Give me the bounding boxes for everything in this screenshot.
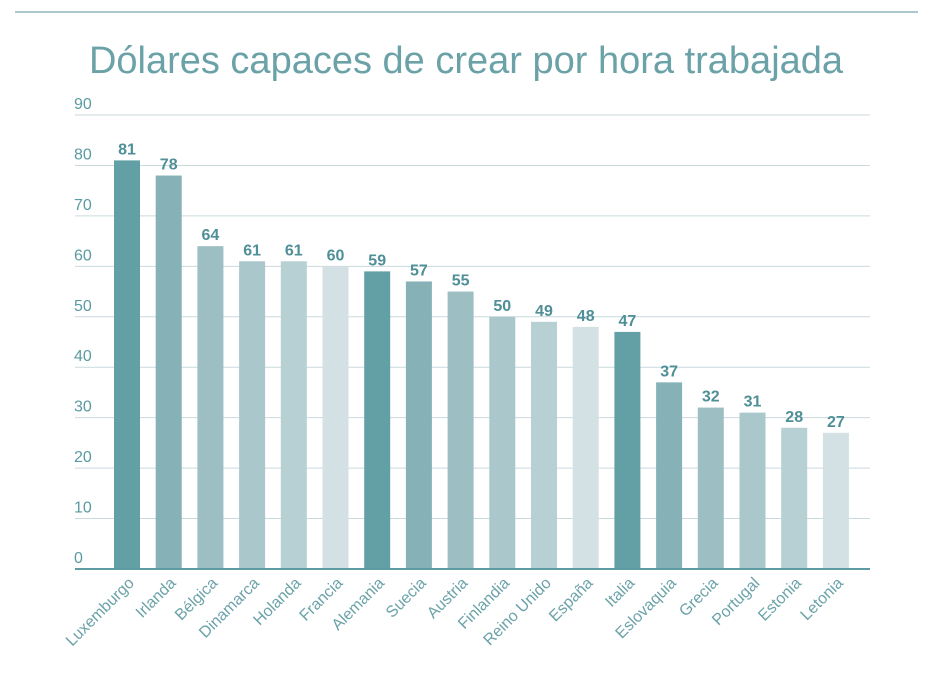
- y-tick-label: 40: [74, 348, 92, 365]
- y-tick-label: 20: [74, 449, 92, 466]
- y-tick-label: 0: [74, 550, 83, 567]
- x-axis-ticks: LuxemburgoIrlandaBélgicaDinamarcaHolanda…: [63, 575, 847, 650]
- chart-title: Dólares capaces de crear por hora trabaj…: [89, 40, 844, 82]
- value-label: 49: [535, 303, 553, 320]
- bar: [614, 331, 641, 569]
- bar: [364, 271, 391, 569]
- value-label: 27: [827, 414, 845, 431]
- bar: [114, 160, 140, 569]
- y-tick-label: 90: [74, 96, 92, 113]
- x-tick-label: Italia: [602, 575, 638, 611]
- value-label: 55: [452, 273, 470, 290]
- value-label: 61: [243, 242, 261, 259]
- value-label: 37: [660, 363, 678, 380]
- bar: [531, 321, 557, 569]
- y-tick-label: 70: [74, 197, 92, 214]
- y-tick-label: 10: [74, 500, 92, 517]
- bar: [280, 261, 307, 569]
- value-label: 61: [285, 242, 303, 259]
- bar: [239, 261, 266, 569]
- value-label: 59: [368, 252, 386, 269]
- value-label: 32: [702, 389, 720, 406]
- value-label: 78: [160, 157, 178, 174]
- y-tick-label: 60: [74, 247, 92, 264]
- bar: [447, 291, 474, 569]
- bar: [781, 427, 808, 569]
- bar: [739, 412, 766, 569]
- bar: [572, 326, 599, 569]
- x-tick-label: Suecia: [383, 575, 430, 622]
- value-label: 50: [493, 298, 511, 315]
- bar: [322, 266, 349, 569]
- y-tick-label: 80: [74, 146, 92, 163]
- value-label: 64: [202, 227, 220, 244]
- value-label: 57: [410, 262, 428, 279]
- value-label: 28: [785, 409, 803, 426]
- y-tick-label: 30: [74, 399, 92, 416]
- bar: [155, 175, 182, 570]
- bar: [197, 246, 224, 569]
- value-label: 81: [118, 141, 136, 158]
- value-labels: 81 78 64 61 61 60 59 57 55 50 49 48 47 37 32 31 28 27: [118, 141, 845, 430]
- value-label: 48: [577, 308, 595, 325]
- value-label: 60: [327, 247, 345, 264]
- x-tick-label: Luxemburgo: [63, 575, 138, 650]
- x-tick-label: Irlanda: [133, 575, 180, 622]
- value-label: 31: [744, 394, 762, 411]
- bar: [697, 407, 724, 569]
- bar: [489, 316, 516, 569]
- bar: [822, 432, 849, 569]
- x-tick-label: Letonia: [798, 575, 847, 624]
- y-tick-label: 50: [74, 298, 92, 315]
- x-tick-label: Estonia: [755, 575, 805, 625]
- bars: [114, 160, 849, 570]
- value-label: 47: [619, 313, 637, 330]
- y-axis-ticks: 0 10 20 30 40 50 60 70 80 90: [74, 96, 92, 567]
- bar: [656, 382, 683, 569]
- x-tick-label: España: [546, 575, 596, 625]
- bar: [405, 281, 432, 569]
